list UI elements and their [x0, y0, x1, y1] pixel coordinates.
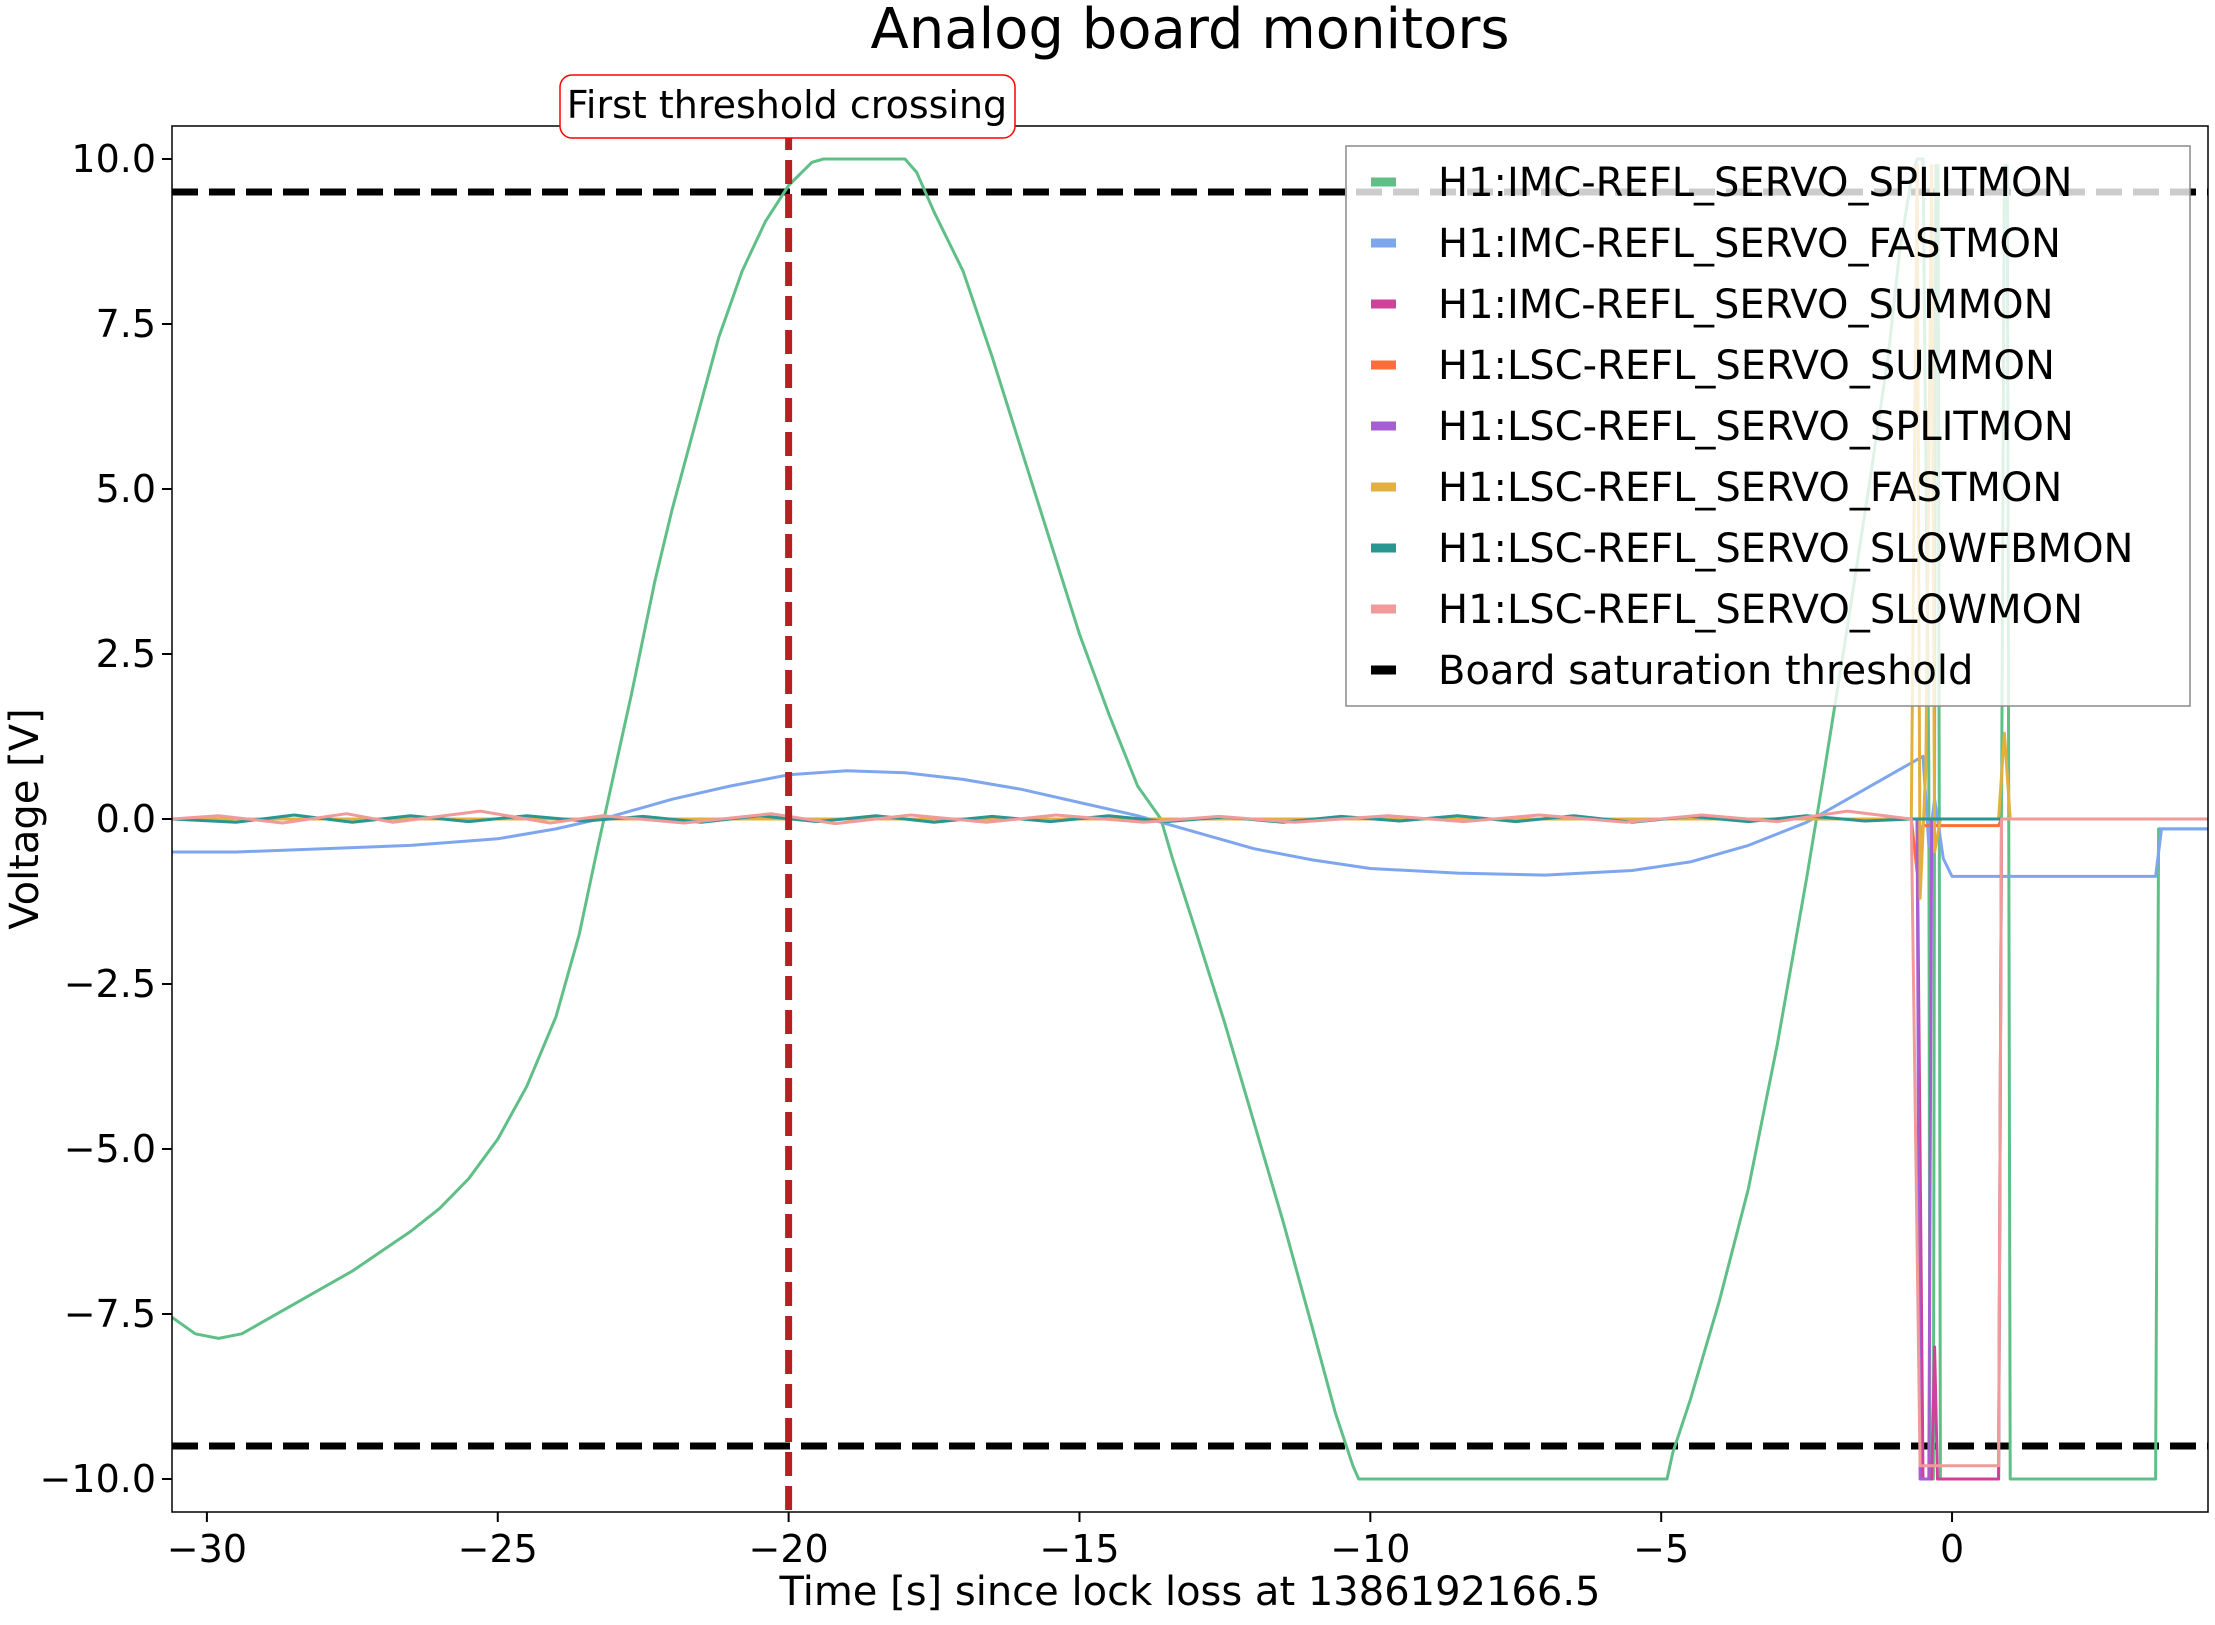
- y-axis-ticks: 10.0 7.5 5.0 2.5 0.0 −2.5 −5.0 −7.5 −10.0: [40, 137, 172, 1501]
- chart-title: Analog board monitors: [870, 0, 1509, 62]
- y-tick-label-4: 0.0: [96, 797, 156, 841]
- x-tick-label-4: −10: [1330, 1527, 1410, 1571]
- legend-label-7: H1:LSC-REFL_SERVO_SLOWMON: [1438, 587, 2083, 633]
- y-tick-label-1: 7.5: [96, 302, 156, 346]
- series-line-7: [172, 809, 2208, 1468]
- x-tick-label-1: −25: [458, 1527, 538, 1571]
- legend-label-3: H1:LSC-REFL_SERVO_SUMMON: [1438, 343, 2055, 389]
- legend-label-6: H1:LSC-REFL_SERVO_SLOWFBMON: [1438, 526, 2133, 572]
- legend-label-4: H1:LSC-REFL_SERVO_SPLITMON: [1438, 404, 2074, 450]
- x-tick-label-6: 0: [1940, 1527, 1964, 1571]
- y-axis-label: Voltage [V]: [2, 708, 48, 929]
- x-tick-label-0: −30: [167, 1527, 247, 1571]
- legend-label-0: H1:IMC-REFL_SERVO_SPLITMON: [1438, 160, 2072, 206]
- annotation-text: First threshold crossing: [567, 83, 1007, 127]
- legend: H1:IMC-REFL_SERVO_SPLITMON H1:IMC-REFL_SE…: [1345, 145, 2191, 707]
- x-axis-ticks: −30 −25 −20 −15 −10 −5 0: [167, 1512, 1964, 1571]
- first-threshold-annotation: First threshold crossing: [559, 74, 1016, 139]
- y-tick-label-6: −5.0: [64, 1127, 156, 1171]
- legend-label-5: H1:LSC-REFL_SERVO_FASTMON: [1438, 465, 2062, 511]
- x-tick-label-3: −15: [1039, 1527, 1119, 1571]
- y-tick-label-3: 2.5: [96, 632, 156, 676]
- legend-items: H1:IMC-REFL_SERVO_SPLITMON H1:IMC-REFL_SE…: [1371, 160, 2133, 694]
- threshold-lines: [172, 188, 2208, 1450]
- legend-label-8: Board saturation threshold: [1438, 648, 1973, 694]
- y-tick-label-7: −7.5: [64, 1292, 156, 1336]
- legend-box: [1345, 145, 2191, 707]
- y-tick-label-0: 10.0: [71, 137, 156, 181]
- annotation-box: [559, 74, 1016, 139]
- x-axis-label: Time [s] since lock loss at 1386192166.5: [779, 1569, 1601, 1615]
- legend-label-2: H1:IMC-REFL_SERVO_SUMMON: [1438, 282, 2054, 328]
- x-tick-label-5: −5: [1633, 1527, 1689, 1571]
- y-tick-label-2: 5.0: [96, 467, 156, 511]
- legend-label-1: H1:IMC-REFL_SERVO_FASTMON: [1438, 221, 2061, 267]
- y-tick-label-8: −10.0: [40, 1457, 156, 1501]
- x-tick-label-2: −20: [749, 1527, 829, 1571]
- y-tick-label-5: −2.5: [64, 962, 156, 1006]
